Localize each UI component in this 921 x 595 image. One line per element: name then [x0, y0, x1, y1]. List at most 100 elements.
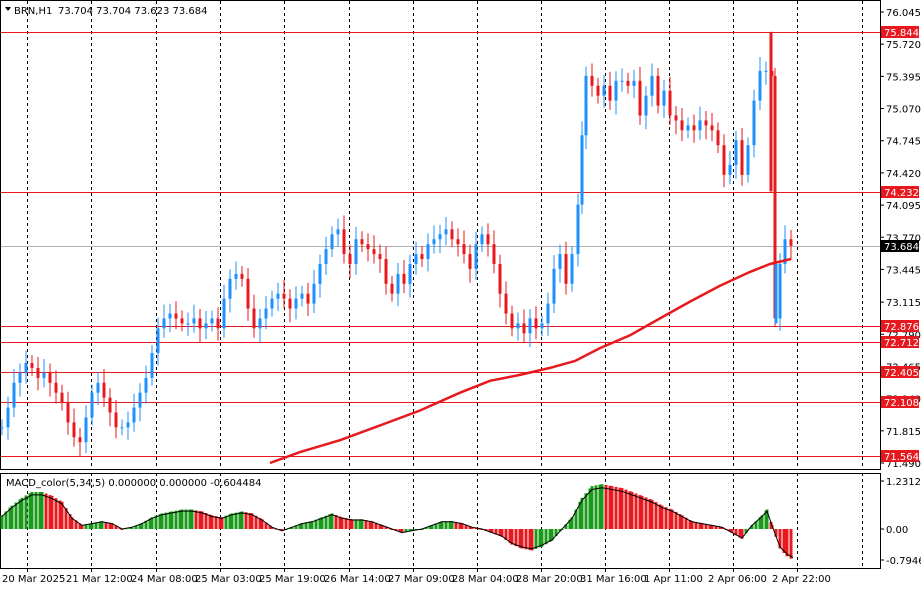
macd-bar: [641, 496, 644, 529]
candle-body: [553, 269, 556, 304]
candle-body: [463, 244, 466, 254]
candle-body: [355, 239, 358, 264]
macd-bar: [445, 521, 448, 529]
candle-body: [687, 125, 690, 130]
candle-body: [493, 244, 496, 264]
macd-bar: [221, 517, 224, 529]
price-tick-label: 71.815: [886, 427, 921, 438]
candle-body: [103, 383, 106, 398]
macd-bar: [531, 529, 534, 550]
candle-body: [603, 86, 606, 96]
macd-bar: [535, 529, 538, 549]
macd-bar: [51, 496, 54, 529]
candle-body: [115, 413, 118, 428]
price-tick-label: 75.070: [886, 105, 921, 116]
macd-bar: [790, 529, 793, 559]
candle-body: [469, 254, 472, 269]
macd-bar: [351, 519, 354, 529]
candle-body: [547, 304, 550, 324]
candle-body: [43, 373, 46, 378]
candle-body: [367, 244, 370, 249]
time-tick-label: 2 Apr 06:00: [708, 574, 767, 585]
candle-body: [439, 234, 442, 239]
candle-body: [747, 145, 750, 175]
candle-body: [657, 76, 660, 106]
macd-tick-label: -0.79461: [886, 556, 921, 567]
candle-body: [7, 408, 10, 428]
macd-bar: [341, 517, 344, 529]
moving-average-line: [270, 259, 791, 463]
macd-bar: [25, 495, 28, 529]
candle-body: [331, 234, 334, 249]
candle-body: [181, 318, 184, 323]
candle-body: [663, 91, 666, 106]
macd-bar: [195, 510, 198, 529]
candle-body: [91, 393, 94, 418]
macd-bar: [671, 510, 674, 529]
candle-body: [541, 323, 544, 328]
level-label: 72.108: [884, 398, 919, 409]
candle-body: [259, 318, 262, 328]
macd-bar: [41, 492, 44, 529]
candle-body: [711, 125, 714, 130]
macd-bar: [205, 513, 208, 529]
price-tick-label: 76.045: [886, 8, 921, 19]
candle-body: [271, 299, 274, 309]
macd-bar: [171, 511, 174, 529]
candle-body: [571, 254, 574, 284]
candle-body: [385, 259, 388, 284]
macd-bar: [241, 511, 244, 529]
candle-body: [37, 368, 40, 378]
macd-bar: [1, 515, 4, 529]
candle-body: [517, 323, 520, 328]
candle-body: [313, 284, 316, 304]
candle-body: [633, 81, 636, 86]
candle-body: [403, 274, 406, 284]
candle-body: [559, 254, 562, 269]
candle-body: [349, 254, 352, 264]
time-tick-label: 20 Mar 2025: [2, 574, 65, 585]
macd-bar: [515, 529, 518, 546]
candle-body: [79, 437, 82, 442]
candle-body: [693, 125, 696, 130]
macd-bar: [665, 507, 668, 529]
candle-body: [499, 264, 502, 294]
level-label: 71.564: [884, 452, 919, 463]
macd-tick-label: 1.231235: [886, 477, 921, 488]
macd-bar: [201, 511, 204, 529]
candle-body: [421, 254, 424, 259]
time-tick-label: 2 Apr 22:00: [772, 574, 831, 585]
candle-body: [301, 294, 304, 299]
time-tick-label: 28 Mar 20:00: [516, 574, 583, 585]
candle-body: [759, 71, 762, 101]
candle-body: [565, 254, 568, 284]
candle-body: [585, 76, 588, 135]
time-tick-label: 25 Mar 19:00: [259, 574, 326, 585]
macd-bar: [245, 512, 248, 529]
candle-body: [163, 318, 166, 328]
macd-bar: [525, 529, 528, 549]
candle-body: [55, 383, 58, 393]
price-tick-label: 73.115: [886, 298, 921, 309]
candle-body: [505, 294, 508, 314]
ohlc-label: 73.704 73.704 73.623 73.684: [58, 6, 208, 17]
candle-body: [1, 427, 4, 428]
macd-bar: [605, 485, 608, 529]
price-tick-label: 73.445: [886, 265, 921, 276]
macd-bar: [615, 487, 618, 529]
candle-body: [705, 120, 708, 125]
time-tick-label: 27 Mar 09:00: [388, 574, 455, 585]
macd-bar: [231, 513, 234, 529]
dropdown-icon[interactable]: [5, 7, 11, 11]
candle-body: [621, 81, 624, 82]
level-label: 72.712: [884, 338, 919, 349]
macd-tick-label: 0.00: [886, 525, 908, 536]
candle-body: [187, 323, 190, 324]
price-tick-label: 74.745: [886, 137, 921, 148]
candle-body: [779, 264, 782, 318]
candle-body: [391, 284, 394, 294]
candle-body: [265, 309, 268, 319]
